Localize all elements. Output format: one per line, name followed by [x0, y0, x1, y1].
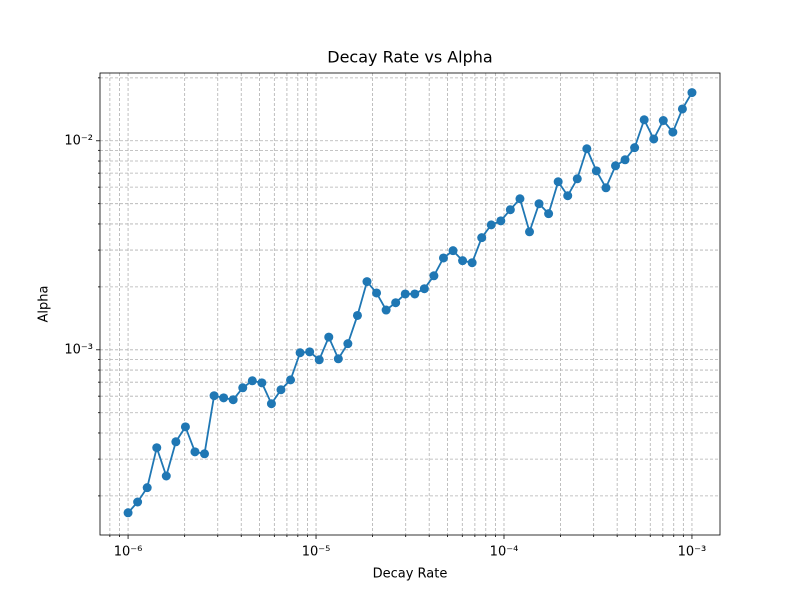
data-point	[448, 246, 458, 256]
data-point	[247, 376, 257, 386]
data-point	[525, 227, 535, 237]
data-point	[391, 298, 401, 308]
data-point	[228, 395, 238, 405]
data-point	[553, 177, 563, 187]
data-point	[544, 209, 554, 219]
data-point	[123, 508, 133, 518]
data-point	[362, 277, 372, 287]
data-point	[677, 104, 687, 114]
data-point	[209, 391, 219, 401]
data-point	[591, 166, 601, 176]
data-point	[611, 161, 621, 171]
data-point	[649, 134, 659, 144]
y-tick-label: 10⁻²	[64, 133, 93, 148]
data-point	[343, 339, 353, 349]
data-point	[534, 199, 544, 209]
data-point	[133, 497, 143, 507]
data-point	[438, 253, 448, 263]
data-point	[219, 393, 229, 403]
data-point	[458, 256, 468, 266]
data-point	[477, 233, 487, 243]
data-point	[200, 449, 210, 459]
data-point	[496, 216, 506, 226]
data-point	[668, 127, 678, 137]
data-point	[687, 88, 697, 98]
data-point	[305, 347, 315, 357]
plot-frame	[99, 72, 721, 536]
data-point	[563, 191, 573, 201]
data-point	[171, 437, 181, 447]
x-tick-label: 10⁻⁵	[302, 545, 331, 560]
chart-title: Decay Rate vs Alpha	[327, 48, 492, 67]
data-point	[324, 332, 334, 342]
data-point	[505, 205, 515, 215]
y-tick-label: 10⁻³	[64, 342, 93, 357]
x-axis-label: Decay Rate	[373, 567, 448, 582]
data-point	[257, 378, 267, 388]
data-point	[314, 355, 324, 365]
y-axis-label: Alpha	[37, 286, 52, 323]
data-point	[639, 115, 649, 125]
data-point	[372, 288, 382, 298]
data-point	[238, 383, 248, 393]
x-tick-label: 10⁻³	[678, 545, 707, 560]
data-point	[486, 220, 496, 230]
data-point	[620, 155, 630, 165]
data-point	[601, 183, 611, 193]
data-point	[429, 271, 439, 281]
data-point	[419, 284, 429, 294]
data-point	[467, 258, 477, 268]
data-point	[400, 289, 410, 299]
data-point	[515, 194, 525, 204]
data-point	[410, 289, 420, 299]
x-tick-label: 10⁻⁴	[490, 545, 519, 560]
x-tick-label: 10⁻⁶	[114, 545, 143, 560]
data-point	[295, 348, 305, 358]
data-point	[572, 174, 582, 184]
data-point	[180, 422, 190, 432]
data-point	[333, 354, 343, 364]
data-point	[658, 116, 668, 126]
data-point	[286, 375, 296, 385]
data-point	[582, 144, 592, 154]
data-point	[352, 310, 362, 320]
data-point	[152, 443, 162, 453]
data-point	[142, 483, 152, 493]
data-point	[266, 399, 276, 409]
data-point	[630, 143, 640, 153]
data-point	[190, 447, 200, 457]
data-point	[161, 471, 171, 481]
data-point	[381, 305, 391, 315]
data-point	[276, 385, 286, 395]
